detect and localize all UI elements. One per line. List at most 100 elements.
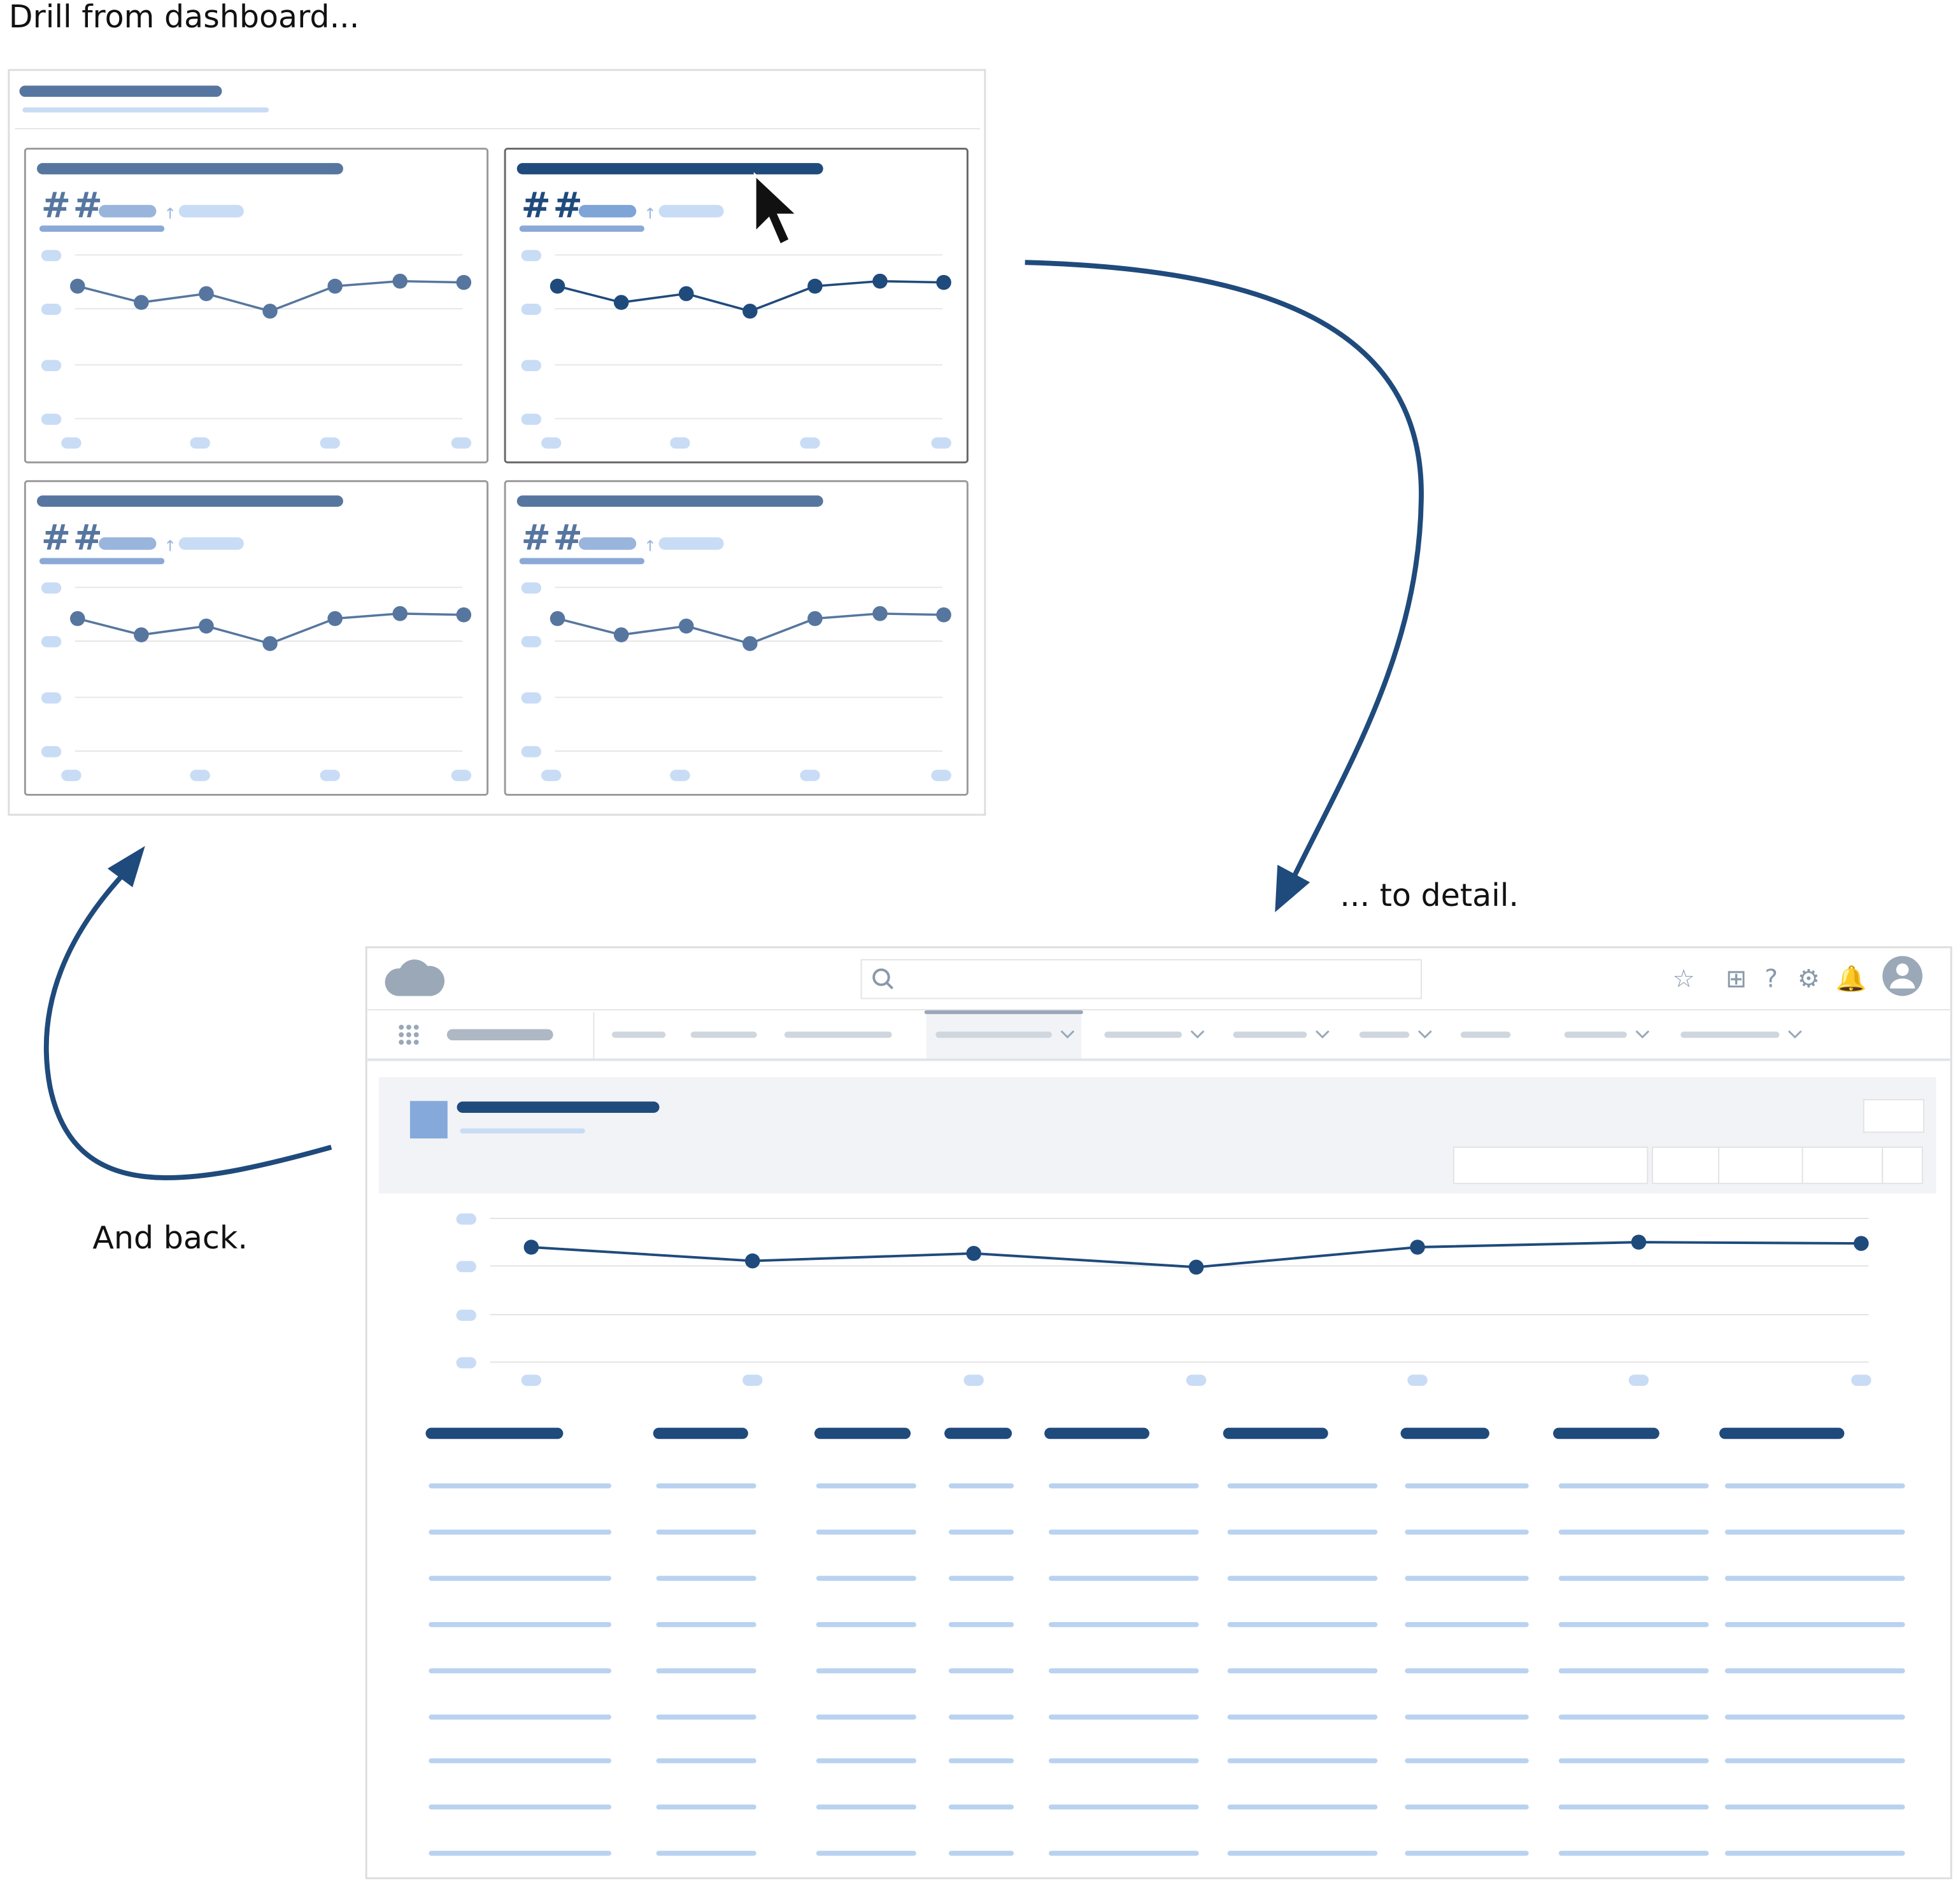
axis-label-placeholder <box>41 303 62 315</box>
trend-arrow: ↑ <box>164 205 176 223</box>
header-icon[interactable]: ⚙ <box>1798 965 1820 994</box>
trend-point <box>807 611 823 626</box>
axis-label-placeholder <box>541 437 562 449</box>
axis-label-placeholder <box>61 770 82 781</box>
axis-label-placeholder <box>190 437 210 449</box>
arrow-head <box>107 845 145 887</box>
trend-point <box>550 611 565 626</box>
app-launcher-dot <box>406 1024 411 1030</box>
tile-metric: ## <box>522 518 585 558</box>
axis-label-placeholder <box>456 1261 476 1273</box>
action-button[interactable] <box>1652 1146 1720 1184</box>
axis-label-placeholder <box>456 1357 476 1369</box>
trend-point <box>134 295 149 310</box>
trend-point <box>199 618 214 634</box>
trend-point <box>872 273 888 289</box>
app-launcher-dot <box>399 1040 404 1045</box>
axis-label-placeholder <box>1407 1375 1428 1386</box>
axis-label-placeholder <box>521 1375 542 1386</box>
axis-label-placeholder <box>1628 1375 1649 1386</box>
trend-point <box>327 611 343 626</box>
action-button[interactable] <box>1882 1146 1924 1184</box>
trend-point <box>1410 1240 1425 1255</box>
nav-chevron <box>1190 1030 1205 1039</box>
trend-point <box>872 606 888 621</box>
trend-point <box>550 278 565 294</box>
header-icon[interactable]: ☆ <box>1673 965 1695 994</box>
axis-label-placeholder <box>521 582 542 594</box>
app-launcher-dot <box>406 1032 411 1038</box>
axis-label-placeholder <box>800 437 820 449</box>
app-launcher-dot <box>413 1024 419 1030</box>
axis-label-placeholder <box>742 1375 763 1386</box>
trend-arrow: ↑ <box>164 537 176 555</box>
trend-point <box>613 627 629 642</box>
axis-label-placeholder <box>451 437 472 449</box>
axis-label-placeholder <box>41 360 62 371</box>
axis-label-placeholder <box>41 692 62 704</box>
trend-point <box>392 606 408 621</box>
trend-point <box>327 278 343 294</box>
arrow-head <box>1275 865 1310 912</box>
trend-point <box>1188 1259 1204 1275</box>
app-launcher-dot <box>413 1032 419 1038</box>
search-icon-handle <box>885 981 893 990</box>
header-icon[interactable]: ⊞ <box>1726 965 1747 994</box>
axis-label-placeholder <box>963 1375 984 1386</box>
axis-label-placeholder <box>521 692 542 704</box>
tile-metric: ## <box>522 185 585 226</box>
axis-label-placeholder <box>41 413 62 425</box>
nav-chevron <box>1060 1030 1075 1039</box>
axis-label-placeholder <box>41 250 62 262</box>
axis-label-placeholder <box>521 413 542 425</box>
axis-label-placeholder <box>41 746 62 758</box>
axis-label-placeholder <box>521 250 542 262</box>
action-button[interactable] <box>1801 1146 1884 1184</box>
axis-label-placeholder <box>61 437 82 449</box>
axis-label-placeholder <box>41 582 62 594</box>
trend-point <box>392 273 408 289</box>
nav-chevron <box>1635 1030 1650 1039</box>
axis-label-placeholder <box>521 636 542 647</box>
axis-label-placeholder <box>456 1310 476 1321</box>
trend-point <box>1631 1234 1647 1250</box>
trend-point <box>807 278 823 294</box>
axis-label-placeholder <box>320 770 340 781</box>
flow-arrow <box>43 868 332 1180</box>
nav-chevron <box>1315 1030 1330 1039</box>
trend-point <box>742 636 758 651</box>
axis-label-placeholder <box>320 437 340 449</box>
header-icon[interactable]: ? <box>1765 965 1778 994</box>
record-icon <box>409 1101 448 1139</box>
app-launcher-dot <box>399 1024 404 1030</box>
header-icon[interactable]: 🔔 <box>1836 965 1867 994</box>
avatar-head <box>1896 963 1909 977</box>
trend-point <box>744 1253 760 1269</box>
trend-point <box>678 618 694 634</box>
action-button[interactable] <box>1452 1146 1649 1184</box>
app-launcher-dot <box>406 1040 411 1045</box>
caption-left: And back. <box>92 1219 248 1256</box>
axis-label-placeholder <box>41 636 62 647</box>
trend-point <box>69 278 85 294</box>
action-button[interactable] <box>1718 1146 1803 1184</box>
axis-label-placeholder <box>931 770 951 781</box>
caption-top: Drill from dashboard... <box>9 0 360 35</box>
axis-label-placeholder <box>456 1213 476 1225</box>
trend-point <box>262 303 278 319</box>
axis-label-placeholder <box>190 770 210 781</box>
axis-label-placeholder <box>800 770 820 781</box>
axis-label-placeholder <box>670 437 690 449</box>
action-button[interactable] <box>1863 1099 1924 1133</box>
trend-point <box>456 274 472 290</box>
trend-point <box>613 295 629 310</box>
trend-point <box>456 607 472 623</box>
nav-chevron <box>1417 1030 1432 1039</box>
search-icon <box>872 968 890 986</box>
axis-label-placeholder <box>1186 1375 1207 1386</box>
app-launcher-dot <box>413 1040 419 1045</box>
mouse-cursor <box>753 172 801 247</box>
trend-point <box>69 611 85 626</box>
search-box[interactable] <box>860 959 1422 1000</box>
